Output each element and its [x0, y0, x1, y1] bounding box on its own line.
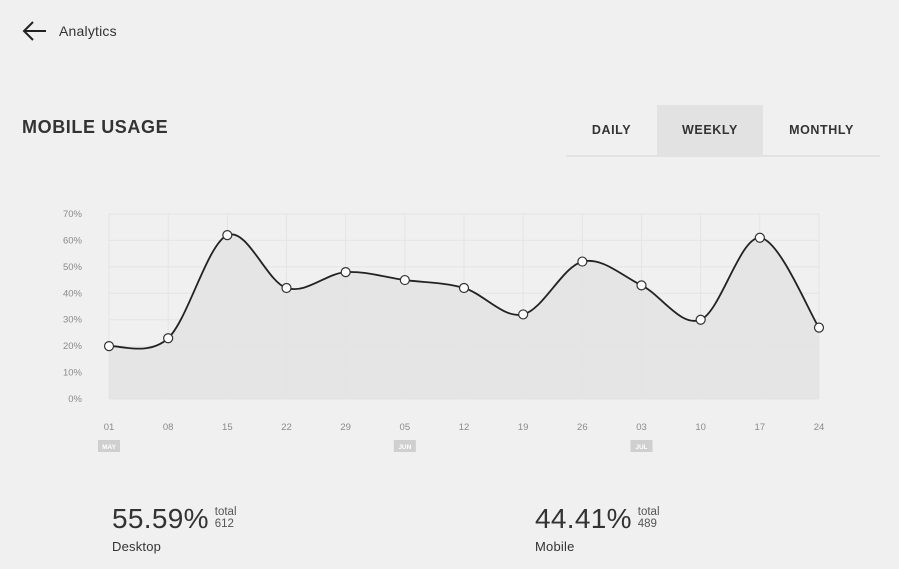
y-tick-label: 60% [63, 235, 83, 246]
x-tick-label: 19 [518, 422, 529, 433]
x-tick-label: 29 [340, 422, 351, 433]
tab-daily[interactable]: DAILY [591, 123, 632, 137]
data-point [222, 230, 233, 241]
data-point [458, 282, 470, 294]
x-tick-label: 15 [222, 422, 233, 433]
mobile-total-value: 489 [637, 518, 657, 531]
x-tick-label: 05 [400, 422, 411, 433]
month-badge-label: JUN [398, 444, 411, 451]
x-tick-label: 17 [755, 422, 766, 433]
y-tick-label: 50% [63, 262, 83, 273]
desktop-total: total 612 [215, 506, 237, 530]
arrow-left-icon[interactable] [22, 20, 48, 42]
data-point [103, 341, 115, 352]
mobile-total-label: total [637, 506, 660, 518]
month-badge-label: MAY [102, 444, 117, 451]
x-tick-label: 01 [104, 422, 115, 433]
y-tick-label: 10% [63, 368, 83, 379]
x-tick-label: 08 [163, 422, 174, 433]
series-area [109, 234, 819, 399]
tab-weekly[interactable]: WEEKLY [657, 105, 763, 155]
y-tick-label: 40% [63, 288, 83, 299]
x-tick-label: 10 [695, 422, 706, 433]
desktop-total-value: 612 [214, 518, 234, 531]
x-tick-label: 22 [281, 422, 292, 433]
x-tick-label: 24 [814, 422, 825, 433]
page-title: MOBILE USAGE [22, 117, 169, 137]
data-point [813, 322, 825, 333]
data-point [340, 267, 351, 278]
usage-chart: 70% 60% 50% 40% 30% 20% 10% 0% 01 08 15 22 29 05 12 19 2… [63, 209, 825, 452]
tab-monthly[interactable]: MONTHLY [789, 123, 854, 137]
data-point [695, 314, 706, 325]
data-point [399, 274, 410, 286]
y-tick-label: 20% [63, 341, 83, 352]
data-point [281, 282, 292, 294]
mobile-total: total 489 [638, 506, 660, 530]
x-tick-label: 26 [577, 422, 588, 433]
y-tick-label: 0% [68, 394, 82, 405]
data-point [577, 256, 588, 267]
desktop-percent: 55.59% [112, 503, 209, 534]
x-tick-label: 03 [636, 422, 647, 433]
data-point [754, 232, 765, 243]
mobile-percent: 44.41% [535, 503, 632, 534]
back-link[interactable]: Analytics [22, 20, 117, 42]
y-tick-label: 30% [63, 315, 83, 326]
month-badge [98, 440, 120, 452]
desktop-label: Desktop [112, 539, 162, 554]
data-point [518, 309, 529, 320]
month-badge [393, 440, 416, 452]
period-tabs: DAILY WEEKLY MONTHLY [566, 105, 880, 157]
data-point [163, 333, 174, 344]
back-link-label[interactable]: Analytics [59, 23, 117, 39]
month-badge-label: JUL [635, 444, 647, 451]
data-point [636, 280, 647, 291]
desktop-total-label: total [214, 506, 237, 518]
desktop-stat: 55.59% total 612 Desktop [112, 503, 237, 555]
month-badge [630, 440, 653, 452]
y-tick-label: 70% [63, 209, 83, 220]
mobile-label: Mobile [535, 539, 575, 554]
x-tick-label: 12 [459, 422, 470, 433]
mobile-stat: 44.41% total 489 Mobile [535, 503, 660, 555]
